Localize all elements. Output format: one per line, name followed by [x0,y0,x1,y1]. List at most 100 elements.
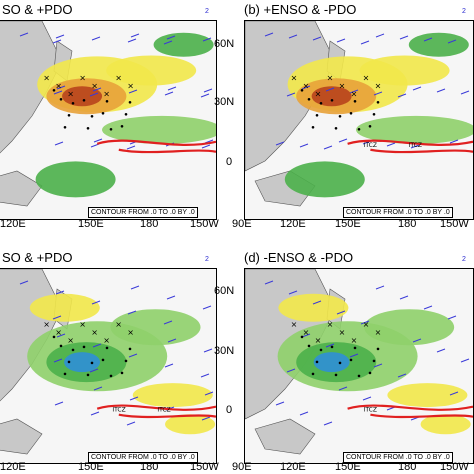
significance-cross: × [67,89,74,98]
anomaly-shading [356,115,473,144]
wind-vector [19,32,29,37]
wind-vector [399,35,409,40]
itcz-label: ITCZ [112,407,125,414]
panel-c-title: SO & +PDO [2,250,73,265]
wind-vector [412,86,422,91]
significance-dot [101,112,105,115]
significance-dot [319,348,323,352]
significance-dot [357,128,361,131]
wind-vector [55,290,65,295]
significance-dot [311,372,315,376]
significance-cross: × [103,89,110,98]
significance-cross: × [375,81,382,90]
wind-vector [90,411,100,416]
panel-b-map: × × × × × × × × ITCZ ITCZ [244,20,474,220]
significance-dot [368,125,372,128]
significance-cross: × [375,328,382,337]
wind-vector [167,338,177,343]
significance-cross: × [91,81,98,90]
panel-a-xtick: 150W [190,218,219,230]
wind-vector [129,396,139,401]
panel-d-ytick: 0 [226,404,233,416]
wind-vector [360,320,370,325]
panel-a-map: × × × × × × × × [0,20,217,220]
significance-cross: × [303,81,310,90]
significance-dot [67,114,71,117]
wind-vector [375,33,385,38]
itcz-contour [118,148,216,154]
significance-dot [349,112,353,115]
itcz-contour [347,139,473,146]
anomaly-shading [420,414,471,435]
panel-b-xtick: 90E [232,218,252,230]
panel-c-contour-label: CONTOUR FROM .0 TO .0 BY .0 [88,452,198,463]
wind-vector [53,358,63,363]
significance-cross: × [291,73,298,82]
panel-b-title: (b) +ENSO & -PDO [244,2,357,17]
wind-vector [56,333,66,338]
wind-vector [89,92,99,97]
anomaly-shading [364,309,455,346]
significance-dot [334,373,338,377]
panel-b-ytick: 30N [214,96,235,108]
itcz-contour [370,148,473,154]
wind-vector [349,89,359,94]
wind-vector [447,39,457,44]
wind-vector [53,90,63,95]
wind-vector [126,421,136,426]
wind-vector [91,36,101,41]
significance-dot [376,347,380,351]
significance-cross: × [363,320,370,329]
anomaly-shading [35,161,116,198]
significance-cross: × [363,73,370,82]
significance-dot [349,358,353,362]
significance-dot [315,360,319,364]
anomaly-shading [278,293,349,322]
panel-a-contour-label: CONTOUR FROM .0 TO .0 BY .0 [88,207,198,218]
landmass [254,418,316,455]
wind-vector [286,92,296,97]
wind-vector [92,343,102,348]
wind-vector [164,91,174,96]
wind-vector [203,348,213,353]
significance-dot [109,128,113,131]
significance-cross: × [91,328,98,337]
wind-vector [460,90,470,95]
itcz-label: ITCZ [157,407,170,414]
wind-vector [167,86,177,91]
significance-cross: × [67,336,74,345]
panel-d-title: (d) -ENSO & -PDO [244,250,354,265]
wind-vector [55,34,65,39]
significance-dot [86,373,90,377]
significance-cross: × [291,320,298,329]
wind-vector [436,348,446,353]
significance-cross: × [79,73,86,82]
significance-cross: × [315,336,322,345]
panel-b-xtick: 180 [398,218,417,230]
significance-dot [120,125,124,128]
significance-dot [300,335,304,339]
wind-vector [301,85,311,90]
wind-vector [92,87,102,92]
itcz-label: ITCZ [409,142,422,149]
significance-dot [124,359,128,363]
significance-cross: × [43,320,50,329]
wind-vector [203,88,213,93]
wind-vector [166,35,176,40]
landmass [0,418,43,455]
significance-dot [368,371,372,375]
wind-vector [325,343,335,348]
wind-vector [202,305,212,310]
anomaly-shading [106,55,197,86]
map-canvas: × × × × × × × × ITCZ ITCZ [245,21,473,219]
significance-cross: × [55,81,62,90]
wind-vector [312,300,322,305]
wind-vector [275,401,285,406]
panel-b-contour-label: CONTOUR FROM .0 TO .0 BY .0 [343,207,453,218]
itcz-contour [118,413,216,419]
wind-vector [423,37,433,42]
wind-vector [397,373,407,378]
wind-vector [449,391,459,396]
wind-vector [93,386,103,391]
significance-cross: × [127,81,134,90]
